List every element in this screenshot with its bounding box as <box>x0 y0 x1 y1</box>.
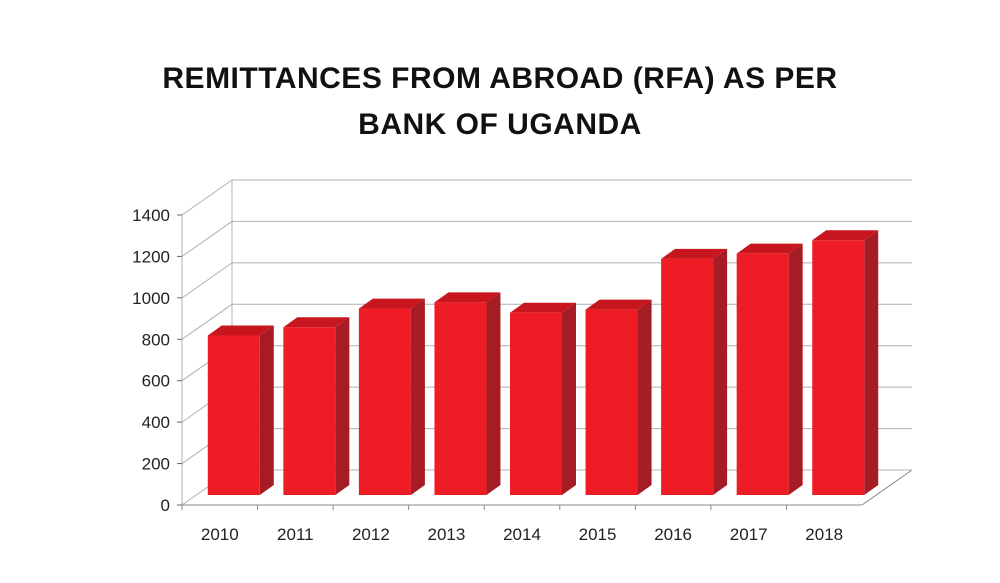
bar-front <box>207 335 260 495</box>
bar <box>585 299 652 495</box>
bar-side <box>259 325 274 495</box>
gridline-side <box>181 179 233 216</box>
x-tick-label: 2016 <box>654 525 692 544</box>
gridline-side <box>181 262 233 299</box>
x-tick-label: 2012 <box>352 525 390 544</box>
bar-side <box>562 302 576 495</box>
x-tick-label: 2010 <box>201 525 239 544</box>
bar <box>207 325 274 495</box>
bar-top <box>736 243 803 254</box>
y-tick-label: 0 <box>161 496 170 515</box>
y-tick-label: 400 <box>142 413 170 432</box>
bar <box>812 230 879 495</box>
bar-front <box>736 253 789 495</box>
y-tick-label: 800 <box>142 330 170 349</box>
bar-front <box>812 240 865 495</box>
y-tick-label: 200 <box>142 455 170 474</box>
bar-front <box>585 309 638 495</box>
y-tick-label: 1400 <box>132 206 170 225</box>
chart-title-line-2: BANK OF UGANDA <box>358 108 642 141</box>
bar-front <box>434 302 487 495</box>
floor-edge <box>861 469 913 506</box>
gridline-side <box>181 303 233 340</box>
bar-top <box>358 298 425 309</box>
bar-front <box>358 308 411 495</box>
chart-title-line-1: REMITTANCES FROM ABROAD (RFA) AS PER <box>162 62 838 95</box>
x-tick-label: 2014 <box>503 525 541 544</box>
bar-side <box>335 317 350 495</box>
x-tick-label: 2015 <box>579 525 617 544</box>
bar <box>736 243 803 495</box>
x-axis: 2010 2011 2012 2013 2014 2015 2016 2017 2018 <box>181 505 843 544</box>
bar-front <box>661 258 714 495</box>
bar-top <box>434 292 501 303</box>
bar-top <box>812 230 879 241</box>
x-tick-label: 2018 <box>805 525 843 544</box>
y-axis: 0 200 400 600 800 1000 1200 1400 <box>132 206 182 515</box>
bar-side <box>788 243 803 495</box>
x-tick-label: 2013 <box>428 525 466 544</box>
bar-side <box>713 248 728 495</box>
bar <box>358 298 425 495</box>
bar-top <box>661 248 728 259</box>
gridline-side <box>181 221 233 257</box>
bar-top <box>585 299 652 310</box>
bar-side <box>864 230 879 495</box>
bar-front <box>283 327 336 495</box>
bar-top <box>283 317 350 328</box>
bar-front <box>510 312 562 495</box>
bar-top <box>510 302 576 313</box>
x-tick-label: 2017 <box>730 525 768 544</box>
bar <box>283 317 350 495</box>
bar <box>510 302 576 495</box>
bar <box>434 292 501 495</box>
y-tick-label: 1200 <box>132 247 170 266</box>
y-tick-label: 1000 <box>132 289 170 308</box>
bar-side <box>637 299 652 495</box>
bar-side <box>410 298 425 495</box>
bar-top <box>207 325 274 336</box>
x-tick-label: 2011 <box>277 525 314 544</box>
bars <box>207 230 879 495</box>
y-tick-label: 600 <box>142 372 170 391</box>
bar <box>661 248 728 495</box>
bar-side <box>486 292 501 495</box>
